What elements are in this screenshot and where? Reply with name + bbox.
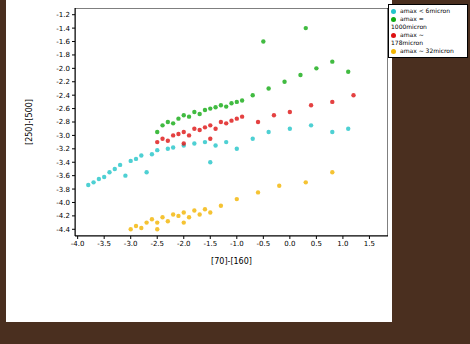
svg-text:[70]-[160]: [70]-[160]: [211, 257, 252, 266]
html-text:amax ~ 32micron: amax ~ 32micron: [400, 47, 454, 54]
svg-text:-1.4: -1.4: [56, 25, 70, 33]
svg-text:-3.0: -3.0: [56, 132, 70, 140]
svg-text:-2.0: -2.0: [56, 65, 70, 73]
svg-text:-3.0: -3.0: [124, 240, 138, 248]
svg-text:1.0: 1.0: [337, 240, 348, 248]
html-text:amax = 1000micron: amax = 1000micron: [391, 15, 427, 30]
svg-text:-2.2: -2.2: [56, 78, 70, 86]
svg-text:-3.2: -3.2: [56, 145, 70, 153]
html-text:amax ~ 178micron: amax ~ 178micron: [391, 31, 424, 46]
svg-text:1.5: 1.5: [364, 240, 375, 248]
svg-text:-4.2: -4.2: [56, 212, 70, 220]
svg-text:-3.8: -3.8: [56, 186, 70, 194]
html-text:amax < 6micron: amax < 6micron: [400, 7, 450, 14]
svg-text:-2.5: -2.5: [150, 240, 164, 248]
svg-text:-4.4: -4.4: [56, 226, 70, 234]
svg-text:-3.6: -3.6: [56, 172, 70, 180]
svg-text:0.0: 0.0: [284, 240, 295, 248]
svg-text:-3.4: -3.4: [56, 159, 70, 167]
svg-text:-1.5: -1.5: [203, 240, 217, 248]
svg-text:-1.0: -1.0: [230, 240, 244, 248]
svg-text:-4.0: -4.0: [56, 199, 70, 207]
svg-text:-2.4: -2.4: [56, 92, 70, 100]
svg-text:[250]-[500]: [250]-[500]: [25, 99, 34, 145]
svg-text:-3.5: -3.5: [97, 240, 111, 248]
svg-text:-2.0: -2.0: [177, 240, 191, 248]
svg-text:-1.6: -1.6: [56, 38, 70, 46]
svg-text:-1.8: -1.8: [56, 51, 70, 59]
svg-text:-2.6: -2.6: [56, 105, 70, 113]
svg-text:-0.5: -0.5: [256, 240, 270, 248]
svg-text:-4.0: -4.0: [71, 240, 85, 248]
svg-text:-1.2: -1.2: [56, 11, 70, 19]
svg-text:0.5: 0.5: [311, 240, 322, 248]
svg-text:-2.8: -2.8: [56, 118, 70, 126]
